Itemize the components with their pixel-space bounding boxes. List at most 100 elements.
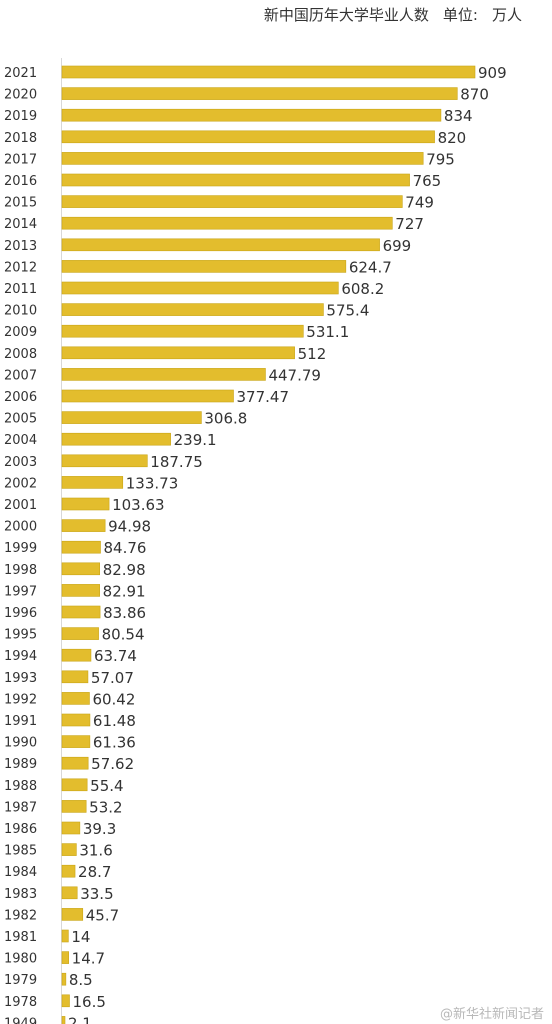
value-label: 57.62 [91, 755, 134, 773]
value-label: 53.2 [89, 798, 122, 816]
bar [61, 584, 100, 597]
bar [61, 389, 234, 403]
bar [61, 843, 77, 856]
value-label: 512 [298, 345, 327, 363]
year-label: 2003 [4, 455, 37, 470]
bar [61, 670, 89, 684]
bar [61, 108, 442, 122]
value-label: 61.48 [93, 712, 136, 730]
bar [61, 346, 295, 360]
year-label: 2006 [4, 390, 37, 405]
year-label: 2005 [4, 412, 37, 427]
year-label: 1992 [4, 692, 37, 707]
value-label: 14.7 [72, 950, 105, 968]
year-label: 2013 [4, 239, 37, 254]
year-label: 2017 [4, 152, 37, 167]
year-label: 2016 [4, 174, 37, 189]
value-label: 82.98 [103, 561, 146, 579]
year-label: 1983 [4, 887, 37, 902]
value-label: 447.79 [268, 366, 321, 384]
year-label: 2009 [4, 325, 37, 340]
value-label: 60.42 [92, 690, 135, 708]
value-label: 45.7 [86, 906, 119, 924]
year-label: 1978 [4, 995, 37, 1010]
value-label: 239.1 [174, 431, 217, 449]
value-label: 63.74 [94, 647, 137, 665]
value-label: 57.07 [91, 669, 134, 687]
bar [61, 648, 92, 662]
bar [61, 432, 171, 446]
year-label: 2004 [4, 433, 37, 448]
bar [61, 497, 110, 511]
value-label: 16.5 [72, 993, 105, 1011]
year-label: 2008 [4, 347, 37, 362]
bar [61, 692, 90, 705]
bar [61, 87, 458, 100]
value-label: 94.98 [108, 518, 151, 536]
value-label: 377.47 [237, 388, 290, 406]
year-label: 1984 [4, 865, 37, 880]
bar [61, 908, 84, 921]
unit-label: 单位: [442, 6, 478, 24]
year-label: 2011 [4, 282, 37, 297]
value-label: 765 [413, 172, 442, 190]
value-label: 84.76 [104, 539, 147, 557]
bar [61, 324, 304, 338]
year-label: 1980 [4, 952, 37, 967]
bar [61, 476, 124, 489]
value-label: 83.86 [103, 604, 146, 622]
year-label: 2007 [4, 368, 37, 383]
value-label: 55.4 [90, 777, 123, 795]
year-label: 1986 [4, 822, 37, 837]
bar [61, 540, 101, 554]
year-label: 1991 [4, 714, 37, 729]
value-label: 8.5 [69, 971, 93, 989]
value-label: 608.2 [341, 280, 384, 298]
year-label: 1994 [4, 649, 37, 664]
year-label: 2014 [4, 217, 37, 232]
bar [61, 238, 380, 252]
value-label: 624.7 [349, 258, 392, 276]
bar [61, 303, 324, 316]
value-label: 133.73 [126, 474, 179, 492]
bar [61, 411, 202, 424]
bar [61, 281, 339, 295]
bar [61, 173, 410, 187]
year-label: 1981 [4, 930, 37, 945]
value-label: 187.75 [150, 453, 203, 471]
value-label: 795 [426, 150, 455, 168]
value-label: 834 [444, 107, 473, 125]
value-label: 699 [383, 237, 412, 255]
year-label: 2010 [4, 304, 37, 319]
year-label: 1996 [4, 606, 37, 621]
year-label: 2019 [4, 109, 37, 124]
bar [61, 756, 89, 770]
value-label: 82.91 [103, 582, 146, 600]
value-label: 39.3 [83, 820, 116, 838]
bar [61, 454, 148, 468]
value-label: 909 [478, 64, 507, 82]
bar [61, 821, 81, 835]
value-label: 61.36 [93, 734, 136, 752]
bar [61, 65, 476, 79]
year-label: 1997 [4, 584, 37, 599]
value-label: 749 [405, 194, 434, 212]
year-label: 1999 [4, 541, 37, 556]
chart-title: 新中国历年大学毕业人数 单位: 万人 [264, 4, 522, 25]
bar [61, 562, 101, 576]
bar [61, 195, 403, 208]
value-label: 727 [395, 215, 424, 233]
watermark: @新华社新闻记者 [439, 1007, 544, 1022]
bar [61, 951, 69, 964]
year-label: 2015 [4, 196, 37, 211]
bar [61, 886, 78, 900]
value-label: 103.63 [112, 496, 165, 514]
bar [61, 627, 99, 640]
value-label: 80.54 [102, 626, 145, 644]
value-label: 870 [460, 86, 489, 104]
value-label: 306.8 [204, 410, 247, 428]
value-label: 33.5 [80, 885, 113, 903]
value-label: 820 [438, 129, 467, 147]
